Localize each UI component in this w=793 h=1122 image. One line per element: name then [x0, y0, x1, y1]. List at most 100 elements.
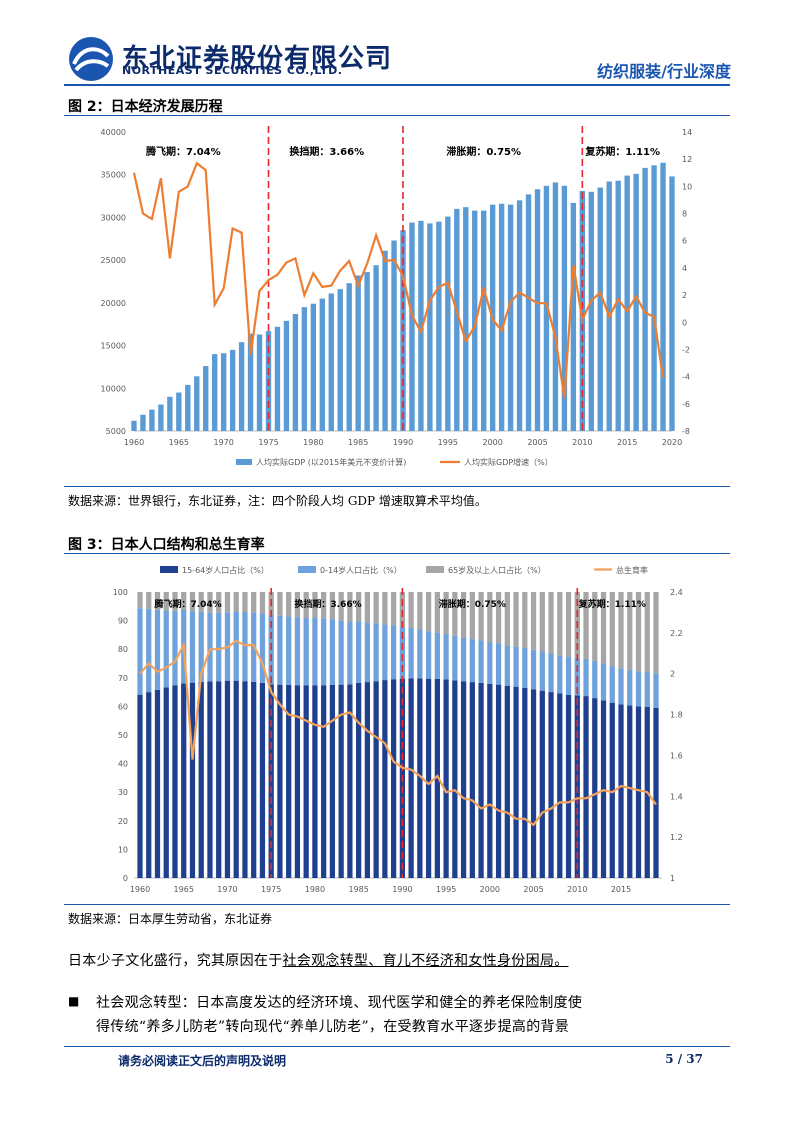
elderly-bar — [356, 592, 362, 622]
gdp-bar — [194, 376, 200, 431]
working-age-bar — [277, 684, 283, 878]
y-left-tick-label: 0 — [123, 874, 128, 883]
x-tick-label: 1970 — [213, 438, 233, 447]
y-left-tick-label: 5000 — [106, 427, 126, 436]
elderly-bar — [530, 592, 537, 650]
x-tick-label: 1965 — [169, 438, 189, 447]
working-age-bar — [635, 706, 642, 878]
working-age-bar — [548, 692, 554, 878]
elderly-bar — [251, 592, 257, 613]
figure2-title-rule — [64, 115, 730, 116]
working-age-bar — [137, 694, 143, 878]
gdp-bar — [615, 180, 621, 431]
gdp-bar — [355, 275, 361, 431]
legend-swatch — [298, 566, 316, 573]
x-tick-label: 1960 — [130, 885, 150, 894]
y-right-tick-label: -8 — [682, 427, 690, 436]
fertility-rate-line — [139, 639, 657, 827]
working-age-bar — [609, 702, 615, 878]
period-annotation: 换挡期：3.66% — [289, 145, 364, 158]
gdp-bar — [409, 222, 415, 431]
elderly-bar — [373, 592, 379, 624]
youth-bar — [329, 619, 336, 685]
y-right-tick-label: 12 — [682, 155, 692, 164]
youth-bar — [487, 642, 493, 684]
elderly-bar — [434, 592, 440, 633]
gdp-bar — [373, 265, 379, 431]
elderly-bar — [172, 592, 178, 611]
elderly-bar — [644, 592, 650, 673]
working-age-bar — [329, 684, 336, 878]
elderly-bar — [347, 592, 353, 622]
working-age-bar — [216, 681, 222, 878]
y-left-tick-label: 35000 — [101, 171, 126, 180]
x-tick-label: 2010 — [567, 885, 587, 894]
youth-bar — [146, 608, 152, 693]
working-age-bar — [364, 682, 371, 878]
working-age-bar — [618, 704, 624, 878]
y-right-tick-label: 1.2 — [670, 833, 683, 842]
logo-icon — [69, 37, 113, 81]
working-age-bar — [522, 687, 528, 878]
working-age-bar — [539, 690, 545, 878]
youth-bar — [469, 638, 475, 683]
gdp-bar — [454, 208, 460, 431]
elderly-bar — [627, 592, 633, 671]
gdp-bar — [346, 283, 352, 431]
working-age-bar — [286, 684, 292, 878]
y-right-tick-label: 10 — [682, 182, 692, 191]
youth-bar — [557, 655, 563, 694]
gdp-bar — [301, 307, 308, 431]
gdp-bar — [481, 210, 487, 431]
gdp-bar — [337, 289, 343, 431]
gdp-bar — [238, 342, 245, 431]
elderly-bar — [635, 592, 642, 672]
elderly-bar — [548, 592, 554, 654]
youth-bar — [373, 623, 379, 682]
working-age-bar — [452, 680, 458, 878]
y-left-tick-label: 15000 — [101, 342, 126, 351]
logo — [68, 36, 114, 82]
gdp-bar — [203, 366, 209, 431]
period-annotation: 滞胀期：0.75% — [439, 598, 506, 610]
gdp-bar — [534, 189, 541, 431]
elderly-bar — [513, 592, 519, 647]
gdp-bar — [391, 240, 397, 431]
x-tick-label: 1985 — [348, 885, 368, 894]
legend-label: 65岁及以上人口占比（%） — [448, 565, 546, 575]
working-age-bar — [198, 681, 204, 878]
y-left-tick-label: 90 — [118, 617, 128, 626]
youth-bar — [460, 637, 467, 682]
youth-bar — [478, 640, 484, 683]
youth-bar — [364, 622, 371, 683]
elderly-bar — [224, 592, 231, 613]
elderly-bar — [321, 592, 327, 619]
elderly-bar — [312, 592, 318, 619]
working-age-bar — [373, 681, 379, 878]
elderly-bar — [207, 592, 213, 613]
youth-bar — [216, 612, 222, 682]
x-tick-label: 1985 — [348, 438, 368, 447]
gdp-bar — [247, 333, 254, 431]
elderly-bar — [539, 592, 545, 652]
gdp-bar — [382, 250, 388, 431]
youth-bar — [242, 612, 248, 682]
legend-bar-label: 人均实际GDP (以2015年美元不变价计算) — [256, 457, 406, 467]
gdp-bar — [229, 349, 236, 431]
working-age-bar — [487, 683, 493, 878]
youth-bar — [303, 618, 309, 686]
elderly-bar — [189, 592, 196, 612]
y-right-tick-label: 14 — [682, 128, 692, 137]
working-age-bar — [382, 680, 388, 878]
working-age-bar — [627, 705, 633, 878]
elderly-bar — [592, 592, 598, 661]
period-annotation: 复苏期：1.11% — [584, 145, 660, 158]
paragraph-1-underlined: 社会观念转型、育儿不经济和女性身份困局。 — [282, 953, 569, 969]
y-left-tick-label: 70 — [118, 674, 128, 683]
gdp-bar — [642, 167, 648, 431]
x-tick-label: 2015 — [611, 885, 631, 894]
elderly-bar — [303, 592, 309, 619]
youth-bar — [312, 618, 318, 686]
elderly-bar — [408, 592, 414, 629]
company-name-cn: 东北证券股份有限公司 — [122, 44, 393, 74]
